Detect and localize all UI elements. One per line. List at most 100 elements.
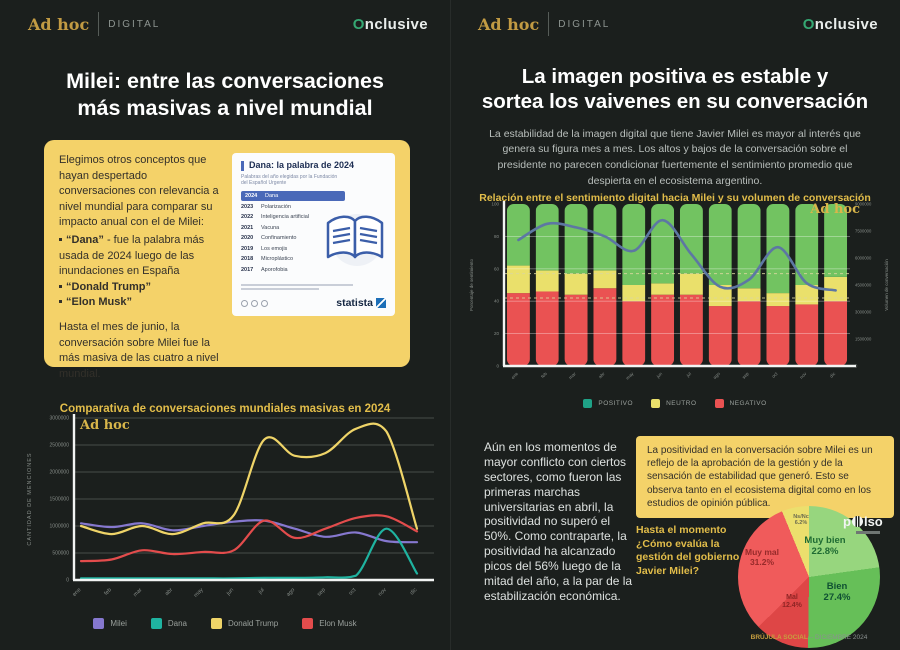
svg-text:7500000: 7500000 [855, 229, 872, 234]
list-item: “Dana” - fue la palabra más usada de 202… [59, 233, 222, 280]
onclusive-o-icon: O [802, 15, 815, 33]
svg-text:Porcentaje de sentimiento: Porcentaje de sentimiento [469, 258, 474, 311]
adhoc-logo: Ad hoc DIGITAL [478, 12, 610, 36]
svg-text:80: 80 [494, 234, 500, 239]
legend-swatch [150, 618, 162, 629]
pie-label-ns-nc: Ns/Nc 6.2% [793, 514, 809, 527]
poll-question: Hasta el momento ¿Cómo evalúa la gestión… [636, 524, 754, 577]
conv-legend-item: Dana [150, 618, 187, 629]
pulso-logo: p lso [843, 514, 883, 529]
legend-swatch [210, 618, 222, 629]
statista-card-footer: statista [241, 297, 386, 309]
cc-icon [261, 299, 268, 307]
svg-text:mar: mar [133, 587, 144, 598]
adhoc-logo: Ad hoc DIGITAL [28, 12, 160, 36]
table-row: 2023 Polarización [241, 203, 291, 210]
analysis-text: Aún en los momentos de mayor conflicto c… [484, 440, 633, 603]
pulso-logo-subline [856, 531, 880, 534]
table-row: 2022 Inteligencia artificial [241, 214, 309, 221]
sentiment-chart-legend: POSITIVO NEUTRO NEGATIVO [450, 399, 900, 408]
left-page-title: Milei: entre las conversaciones más masi… [66, 69, 384, 120]
table-row: 2021 Vacuna [241, 224, 280, 231]
svg-text:1000000: 1000000 [50, 524, 70, 530]
svg-text:sep: sep [316, 587, 327, 598]
pie-label-mal: Mal 12.4% [782, 594, 802, 610]
table-row: 2024 Dana [241, 190, 345, 202]
onclusive-o-icon: O [352, 15, 365, 33]
statista-card-subtitle: Palabras del año elegidas por la Fundaci… [241, 173, 338, 187]
svg-text:oct: oct [771, 371, 779, 379]
onclusive-logo-text: nclusive [814, 15, 878, 33]
cc-icon [251, 299, 258, 307]
sentiment-chart-title: Relación entre el sentimiento digital ha… [479, 191, 871, 204]
pulso-o-icon [851, 516, 863, 527]
concepts-text: Elegimos otros conceptos que hayan despe… [59, 153, 222, 394]
svg-text:0: 0 [855, 364, 858, 369]
concepts-intro: Elegimos otros conceptos que hayan despe… [59, 154, 219, 229]
svg-text:abr: abr [597, 371, 605, 379]
table-row: 2019 Los emojis [241, 245, 288, 252]
svg-text:20: 20 [494, 331, 500, 336]
svg-text:500000: 500000 [52, 551, 69, 557]
svg-text:jun: jun [225, 587, 235, 597]
svg-text:ene: ene [72, 587, 83, 598]
sentiment-chart: ene feb mar abr may jun jul ago sep oct nov dic 100 8… [469, 201, 889, 381]
svg-text:2500000: 2500000 [50, 443, 70, 449]
sent-legend-item: POSITIVO [583, 399, 633, 408]
list-item: “Elon Musk” [59, 295, 222, 311]
svg-text:feb: feb [540, 371, 548, 379]
statista-infographic-card: Dana: la palabra de 2024 Palabras del añ… [232, 153, 395, 316]
pie-label-muy-mal: Muy mal 31.2% [744, 547, 779, 567]
adhoc-watermark: Ad hoc [810, 202, 860, 217]
legend-swatch [714, 399, 724, 408]
statista-logo-icon [376, 298, 386, 308]
svg-text:0: 0 [496, 364, 499, 369]
svg-text:3000000: 3000000 [855, 310, 872, 315]
onclusive-logo: Onclusive [803, 16, 878, 33]
onclusive-logo-text: nclusive [364, 15, 428, 33]
svg-text:CANTIDAD DE MENCIONES: CANTIDAD DE MENCIONES [27, 452, 33, 545]
open-book-icon [326, 214, 384, 266]
legend-swatch [93, 618, 105, 629]
table-row: 2020 Confinamiento [241, 235, 297, 242]
cc-icon [241, 299, 248, 307]
adhoc-digital-label: DIGITAL [558, 18, 611, 30]
right-header: Ad hoc DIGITAL Onclusive [478, 12, 878, 36]
sent-legend-item: NEGATIVO [714, 399, 767, 408]
svg-text:jun: jun [655, 371, 664, 380]
logo-divider [98, 12, 100, 36]
svg-text:may: may [193, 587, 205, 599]
right-intro-text: La estabilidad de la imagen digital que … [489, 127, 861, 187]
concepts-footer: Hasta el mes de junio, la conversación s… [59, 321, 219, 380]
cc-license-icons [241, 299, 268, 307]
svg-text:dic: dic [829, 371, 837, 379]
svg-text:1500000: 1500000 [50, 497, 70, 503]
svg-text:ene: ene [510, 371, 519, 380]
svg-text:mar: mar [568, 371, 577, 380]
legend-swatch [583, 399, 593, 408]
pie-label-bien: Bien 27.4% [823, 581, 851, 603]
svg-text:jul: jul [685, 371, 692, 378]
svg-text:1500000: 1500000 [855, 337, 872, 342]
poll-pie-chart [738, 506, 880, 648]
logo-divider [548, 12, 550, 36]
table-row: 2017 Aporofobia [241, 266, 288, 273]
list-item: “Donald Trump” [59, 280, 222, 296]
svg-text:may: may [625, 371, 635, 381]
right-page-title: La imagen positiva es estable y sortea l… [481, 64, 869, 113]
svg-text:40: 40 [494, 299, 500, 304]
svg-text:ago: ago [285, 587, 296, 598]
word-of-year-list: 2024 Dana 2023 Polarización 2022 Inteligenc… [241, 190, 349, 275]
conv-legend-item: Milei [93, 618, 127, 629]
svg-text:ago: ago [712, 371, 721, 380]
sent-legend-item: NEUTRO [651, 399, 696, 408]
adhoc-logo-text: Ad hoc [28, 14, 90, 34]
conv-legend-item: Elon Musk [302, 618, 357, 629]
adhoc-digital-label: DIGITAL [108, 18, 161, 30]
sentiment-chart-container: Ad hoc ene feb mar abr may jun jul ago sep oct nov… [464, 196, 894, 396]
svg-text:abr: abr [164, 587, 174, 597]
svg-text:Volumen de conversación: Volumen de conversación [884, 259, 889, 311]
footnote-placeholder [241, 284, 353, 292]
svg-text:nov: nov [799, 371, 808, 380]
svg-text:feb: feb [103, 587, 113, 597]
